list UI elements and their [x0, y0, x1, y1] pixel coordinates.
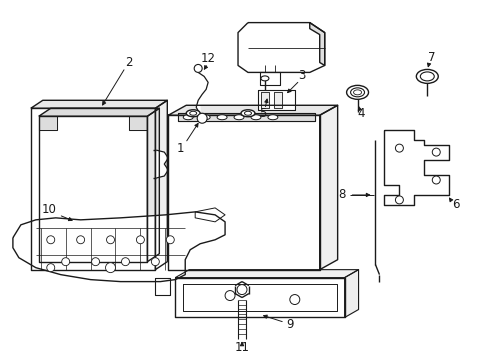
Polygon shape — [39, 116, 147, 262]
Circle shape — [194, 64, 202, 72]
Polygon shape — [13, 212, 224, 282]
Circle shape — [121, 258, 129, 266]
Polygon shape — [39, 116, 57, 130]
Polygon shape — [31, 108, 155, 270]
Text: 5: 5 — [259, 107, 266, 120]
Ellipse shape — [415, 69, 437, 84]
Circle shape — [224, 291, 235, 301]
Polygon shape — [147, 108, 159, 262]
Circle shape — [289, 294, 299, 305]
Ellipse shape — [217, 115, 226, 120]
Text: 1: 1 — [176, 141, 183, 155]
Polygon shape — [31, 100, 167, 108]
Polygon shape — [344, 270, 358, 318]
Circle shape — [395, 144, 403, 152]
Ellipse shape — [350, 88, 364, 97]
Ellipse shape — [183, 115, 193, 120]
Circle shape — [237, 285, 246, 294]
Polygon shape — [178, 113, 314, 121]
Ellipse shape — [250, 115, 261, 120]
Text: 12: 12 — [200, 52, 215, 65]
Polygon shape — [261, 92, 268, 108]
Circle shape — [47, 264, 55, 272]
Polygon shape — [238, 23, 324, 72]
Circle shape — [151, 258, 159, 266]
Circle shape — [105, 263, 115, 273]
Ellipse shape — [267, 115, 277, 120]
Polygon shape — [175, 270, 358, 278]
Polygon shape — [175, 278, 344, 318]
Text: 4: 4 — [357, 107, 365, 120]
Circle shape — [91, 258, 100, 266]
Polygon shape — [309, 23, 324, 66]
Text: 2: 2 — [124, 56, 132, 69]
Polygon shape — [39, 108, 159, 116]
Polygon shape — [155, 100, 167, 270]
Polygon shape — [155, 278, 170, 294]
Text: 9: 9 — [285, 318, 293, 331]
Polygon shape — [129, 116, 147, 130]
Text: 8: 8 — [337, 188, 345, 202]
Polygon shape — [273, 92, 281, 108]
Polygon shape — [156, 150, 168, 178]
Text: 11: 11 — [234, 341, 249, 354]
Polygon shape — [319, 105, 337, 270]
Ellipse shape — [200, 115, 210, 120]
Circle shape — [197, 113, 207, 123]
Polygon shape — [384, 130, 448, 205]
Ellipse shape — [353, 90, 361, 95]
Ellipse shape — [186, 110, 200, 117]
Circle shape — [77, 236, 84, 244]
Circle shape — [431, 148, 439, 156]
Text: 7: 7 — [427, 51, 434, 64]
Ellipse shape — [234, 115, 244, 120]
Ellipse shape — [261, 76, 268, 81]
Polygon shape — [196, 72, 208, 114]
Ellipse shape — [346, 85, 368, 99]
Polygon shape — [258, 90, 294, 110]
Text: 6: 6 — [451, 198, 459, 211]
Ellipse shape — [241, 110, 254, 117]
Text: 10: 10 — [41, 203, 56, 216]
Ellipse shape — [189, 111, 196, 115]
Polygon shape — [168, 115, 319, 270]
Circle shape — [395, 196, 403, 204]
Circle shape — [431, 176, 439, 184]
Circle shape — [136, 236, 144, 244]
Ellipse shape — [420, 72, 433, 81]
Circle shape — [61, 258, 69, 266]
Text: 3: 3 — [298, 69, 305, 82]
Polygon shape — [195, 208, 224, 222]
Polygon shape — [168, 105, 337, 115]
Polygon shape — [260, 72, 279, 85]
Circle shape — [47, 236, 55, 244]
Ellipse shape — [244, 111, 251, 115]
Circle shape — [166, 236, 174, 244]
Circle shape — [106, 236, 114, 244]
